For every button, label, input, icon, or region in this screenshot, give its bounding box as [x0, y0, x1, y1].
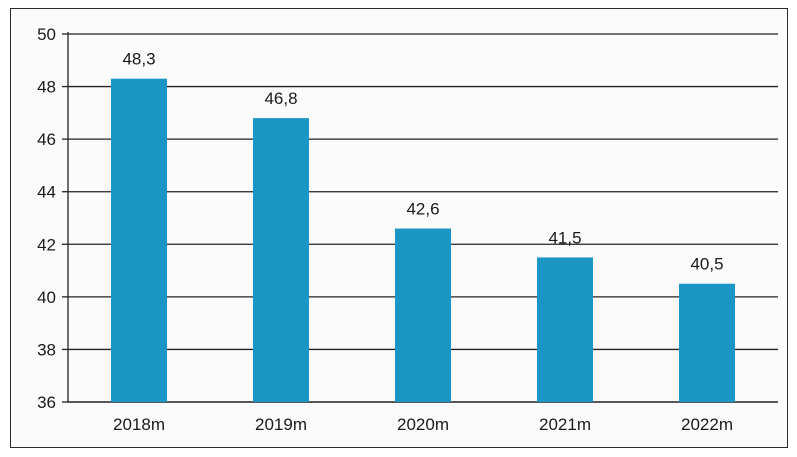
bars	[111, 78, 735, 402]
x-tick-label-2020m: 2020m	[397, 415, 449, 434]
bar-2021m	[537, 257, 593, 402]
bar-2019m	[253, 118, 309, 402]
data-label-2018m: 48,3	[122, 50, 155, 69]
y-tick-label: 36	[37, 393, 56, 412]
bar-2018m	[111, 78, 167, 402]
gridlines	[68, 33, 778, 351]
y-tick-label: 50	[37, 25, 56, 44]
bar-2022m	[679, 283, 735, 402]
data-label-2019m: 46,8	[264, 89, 297, 108]
data-label-2021m: 41,5	[548, 228, 581, 247]
y-axis-ticks: 36 38 40 42 44 46 48 50	[37, 25, 68, 412]
y-tick-label: 46	[37, 130, 56, 149]
x-tick-label-2018m: 2018m	[113, 415, 165, 434]
data-label-2022m: 40,5	[690, 255, 723, 274]
y-tick-label: 48	[37, 78, 56, 97]
x-tick-label-2021m: 2021m	[539, 415, 591, 434]
data-label-2020m: 42,6	[406, 200, 439, 219]
y-tick-label: 38	[37, 340, 56, 359]
x-tick-label-2022m: 2022m	[681, 415, 733, 434]
data-labels: 48,3 46,8 42,6 41,5 40,5	[122, 50, 723, 274]
y-tick-label: 44	[37, 183, 56, 202]
bar-2020m	[395, 228, 451, 402]
y-tick-label: 42	[37, 235, 56, 254]
x-tick-label-2019m: 2019m	[255, 415, 307, 434]
x-axis-ticks: 2018m 2019m 2020m 2021m 2022m	[113, 415, 733, 434]
y-tick-label: 40	[37, 288, 56, 307]
